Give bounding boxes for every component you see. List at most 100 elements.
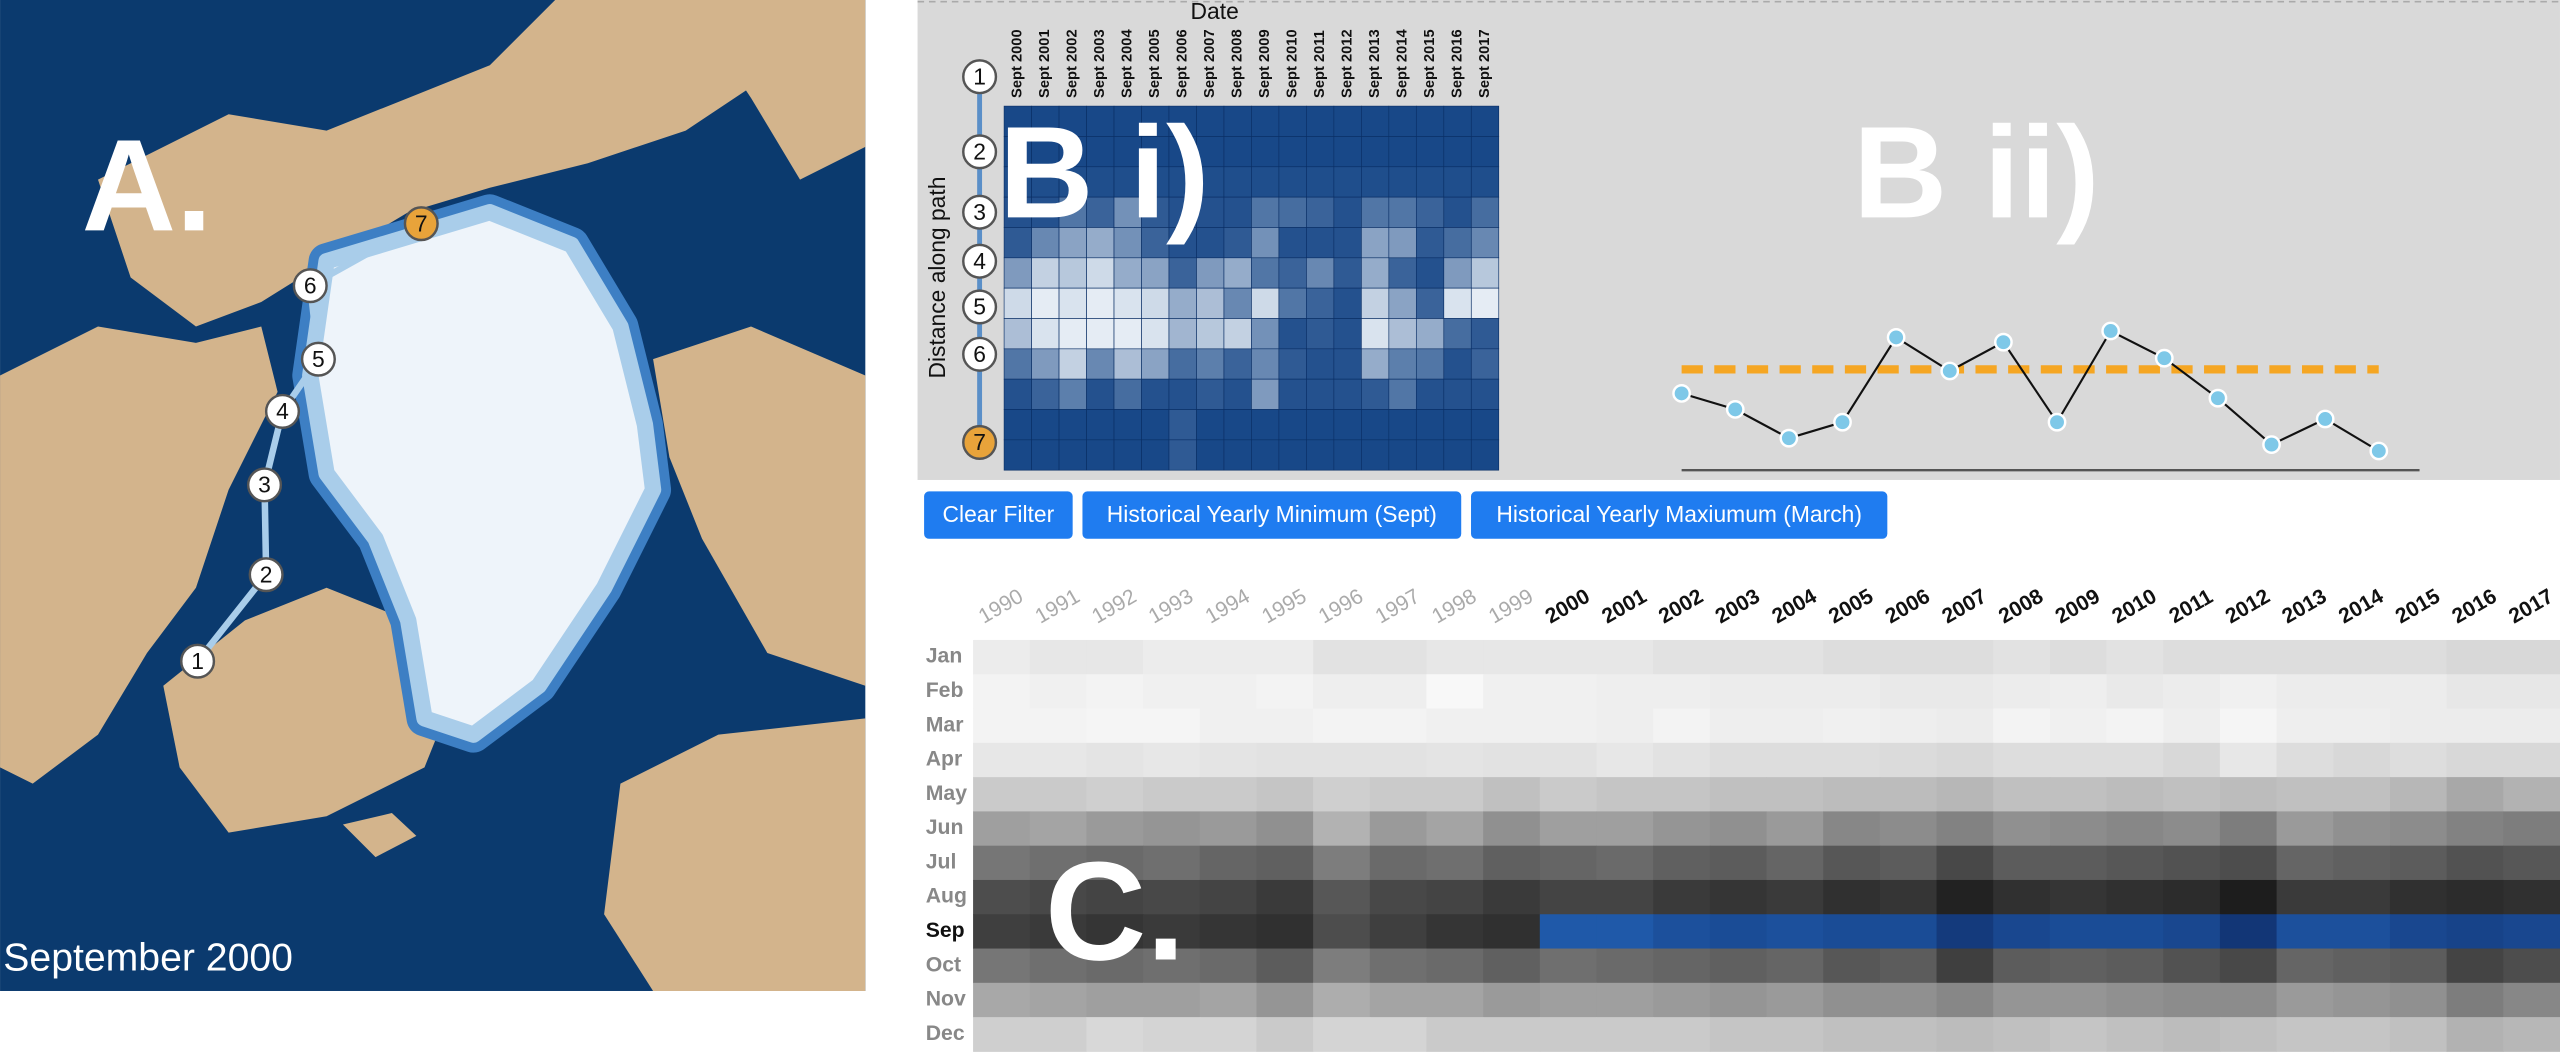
heatmap-cell (2276, 1017, 2334, 1052)
land (653, 326, 866, 686)
heatmap-cell (1313, 639, 1371, 675)
heatmap-cell (2503, 879, 2560, 915)
point (2208, 388, 2228, 408)
heatmap-cell (1113, 196, 1142, 228)
button-label[interactable]: Historical Yearly Maxiumum (March) (1496, 501, 1862, 527)
heatmap-cell (1470, 378, 1500, 410)
path-marker-label: 5 (973, 294, 986, 320)
heatmap-cell (1596, 1017, 1654, 1052)
button[interactable] (924, 491, 1073, 539)
heatmap-cell (1823, 742, 1881, 778)
heatmap-cell (1361, 136, 1390, 168)
heatmap-cell (2106, 982, 2164, 1018)
heatmap-cell (1993, 811, 2051, 847)
heatmap-cell (1426, 777, 1484, 812)
year-label: 2003 (1712, 585, 1765, 629)
land (98, 0, 784, 327)
heatmap-cell (1483, 845, 1541, 881)
heatmap-cell (1936, 639, 1994, 675)
heatmap-cell (2219, 948, 2278, 984)
heatmap-cell (2503, 948, 2560, 984)
heatmap-cell (2276, 811, 2334, 847)
heatmap-cell (1879, 639, 1938, 675)
year-label: 2017 (2505, 585, 2557, 629)
heatmap-cell (2446, 879, 2504, 915)
heatmap-cell (1539, 674, 1597, 710)
heatmap-cell (1278, 378, 1307, 410)
heatmap-cell (1596, 811, 1654, 847)
heatmap-cell (1031, 196, 1060, 228)
heatmap-cell (1306, 257, 1335, 289)
heatmap-cell (1443, 166, 1472, 198)
heatmap-cell (1003, 287, 1032, 319)
heatmap-cell (1031, 227, 1060, 259)
heatmap-cell (1426, 1017, 1484, 1052)
heatmap-cell (1823, 708, 1881, 744)
heatmap-cell (1361, 318, 1390, 350)
heatmap-cell (2389, 1017, 2448, 1052)
heatmap-cell (2446, 845, 2504, 881)
heatmap-cell (1653, 742, 1711, 778)
heatmap-cell (1766, 982, 1824, 1018)
heatmap-cell (1003, 318, 1032, 350)
heatmap-cell (1256, 742, 1314, 778)
heatmap-cell (2446, 914, 2504, 950)
heatmap-cell (2389, 811, 2448, 847)
column-label: Sept 2002 (1065, 29, 1081, 98)
heatmap-cell (1823, 879, 1881, 915)
heatmap-cell (1443, 287, 1472, 319)
heatmap-cell (1251, 227, 1280, 259)
heatmap-cell (1388, 318, 1417, 350)
heatmap-cell (1443, 439, 1472, 471)
heatmap-cell (1086, 879, 1144, 915)
heatmap-cell (1879, 948, 1938, 984)
button[interactable] (1471, 491, 1888, 539)
year-label: 2001 (1598, 585, 1651, 629)
path-marker (962, 59, 998, 95)
heatmap-cell (1333, 378, 1362, 410)
heatmap-cell (1766, 948, 1824, 984)
heatmap-cell (2219, 742, 2278, 778)
x-title: Date (1191, 0, 1239, 24)
heatmap-cell (1369, 879, 1427, 915)
heatmap-cell (1936, 1017, 1994, 1052)
heatmap-cell (973, 708, 1031, 744)
land (0, 326, 278, 784)
button-label[interactable]: Clear Filter (943, 501, 1055, 527)
heatmap-cell (1993, 879, 2051, 915)
path-node-label: 7 (415, 210, 428, 236)
heatmap-cell (1029, 845, 1087, 881)
heatmap-cell (1879, 674, 1938, 710)
heatmap-cell (1029, 1017, 1087, 1052)
heatmap-cell (2163, 845, 2221, 881)
heatmap-cell (2503, 982, 2560, 1018)
heatmap-cell (1143, 708, 1201, 744)
heatmap-cell (1879, 811, 1938, 847)
heatmap-cell (1823, 982, 1881, 1018)
button[interactable] (1082, 491, 1462, 539)
heatmap-cell (1333, 136, 1362, 168)
heatmap-cell (1443, 378, 1472, 410)
heatmap-cell (1086, 227, 1115, 259)
heatmap-cell (1483, 742, 1541, 778)
heatmap-cell (2333, 1017, 2391, 1052)
heatmap-cell (1306, 105, 1335, 137)
heatmap-cell (1936, 914, 1994, 950)
button-label[interactable]: Historical Yearly Minimum (Sept) (1107, 501, 1437, 527)
heatmap-cell (1306, 136, 1335, 168)
month-label: Nov (926, 988, 966, 1011)
heatmap-cell (1196, 287, 1225, 319)
heatmap-cell (1058, 196, 1087, 228)
heatmap-cell (1483, 708, 1541, 744)
heatmap-cell (1141, 105, 1170, 137)
heatmap-cell (1936, 948, 1994, 984)
heatmap-cell (1993, 708, 2051, 744)
heatmap-cell (2333, 777, 2391, 812)
heatmap-cell (1031, 378, 1060, 410)
heatmap-cell (973, 982, 1031, 1018)
heatmap-cell (1251, 287, 1280, 319)
path-node (403, 206, 439, 242)
heatmap-cell (2049, 1017, 2108, 1052)
heatmap-cell (973, 639, 1031, 675)
heatmap-cell (1388, 196, 1417, 228)
